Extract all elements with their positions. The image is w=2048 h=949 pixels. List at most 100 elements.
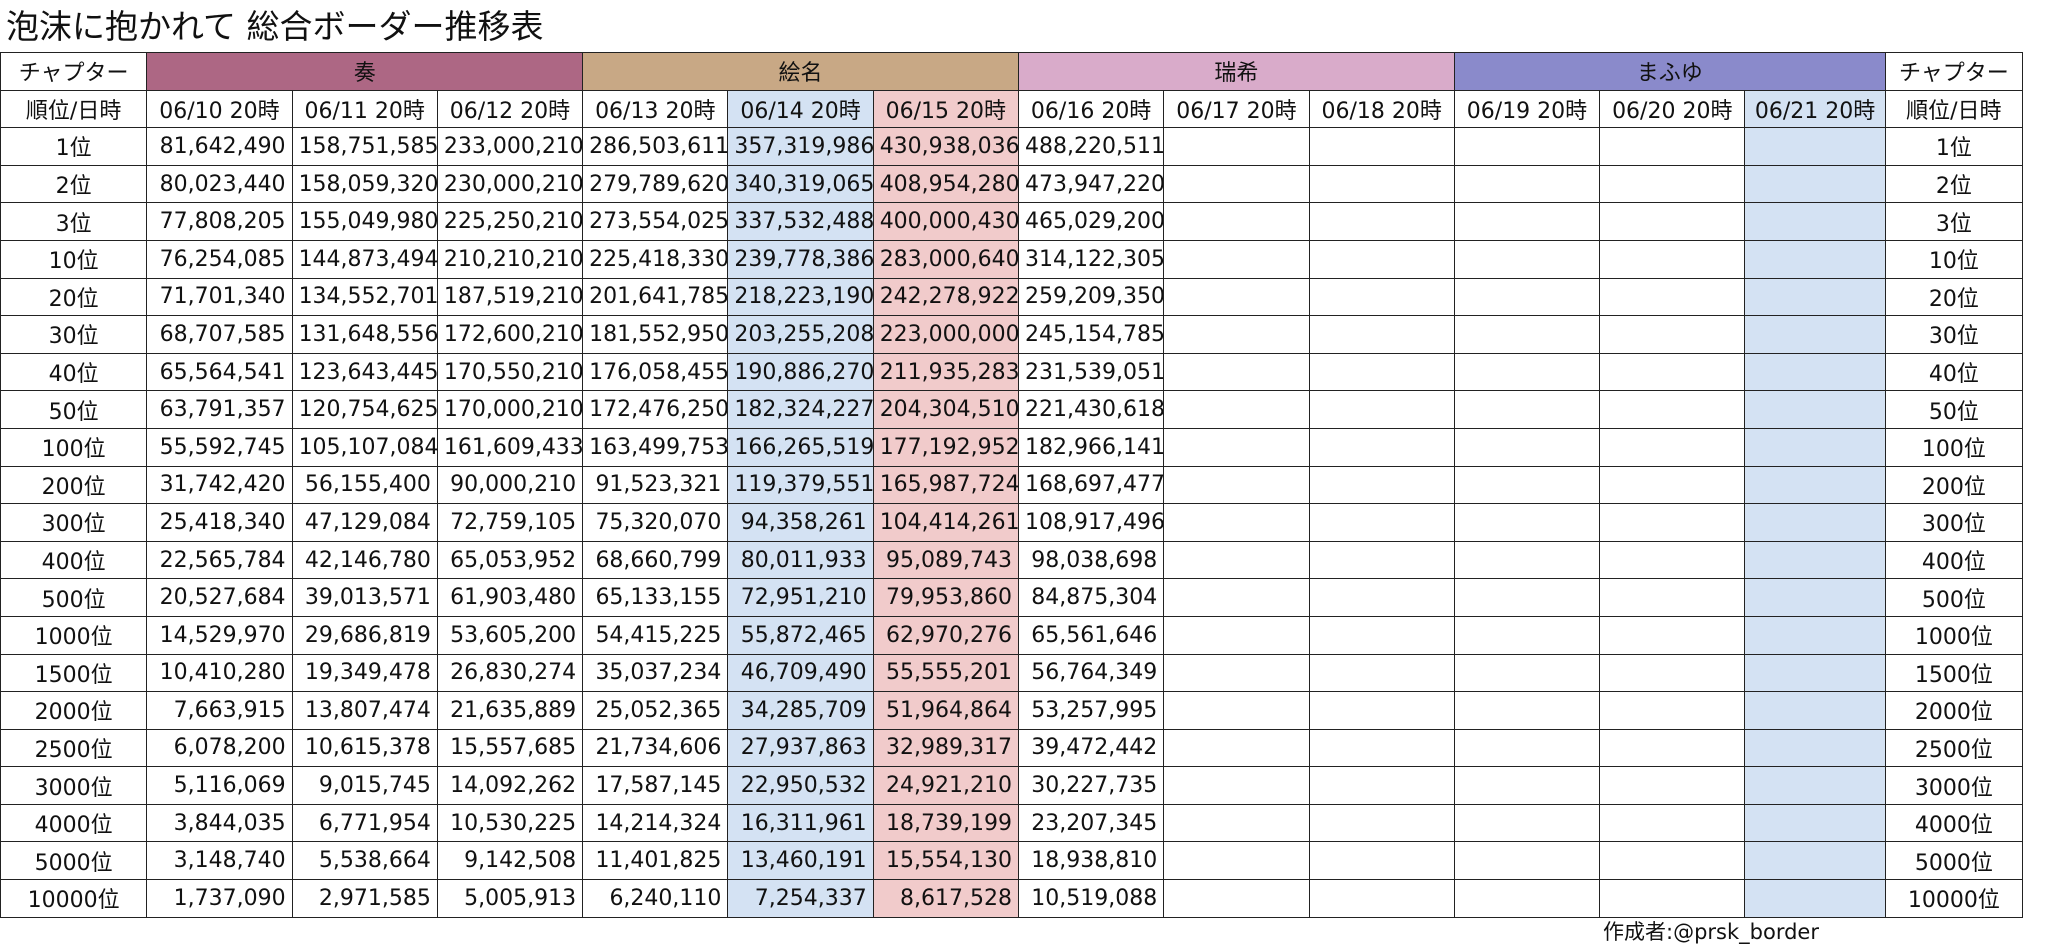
value-cell — [1308, 653, 1455, 693]
value-cell — [1308, 879, 1455, 918]
value-cell — [1163, 239, 1310, 279]
value-cell: 11,401,825 — [582, 841, 729, 881]
value-cell — [1599, 578, 1746, 617]
value-cell: 279,789,620 — [582, 164, 729, 204]
value-cell: 9,015,745 — [291, 766, 438, 805]
value-cell: 182,966,141 — [1017, 427, 1165, 467]
chapter-header-row: チャプター奏絵名 瑞希 まふゆ チャプター — [0, 52, 2024, 91]
table-row: 40位 65,564,541 123,643,445 170,550,210 176,0… — [0, 352, 2024, 392]
author-credit: 作成者:@prsk_border — [1603, 920, 1819, 944]
value-cell: 10,530,225 — [436, 803, 584, 843]
value-cell — [1599, 390, 1746, 429]
value-cell: 91,523,321 — [582, 465, 729, 505]
value-cell — [1744, 728, 1886, 768]
value-cell: 24,921,210 — [872, 766, 1019, 805]
value-cell: 32,989,317 — [872, 728, 1019, 768]
value-cell: 72,951,210 — [727, 578, 874, 617]
value-cell: 242,278,922 — [872, 277, 1019, 317]
value-cell — [1308, 390, 1455, 429]
value-cell — [1308, 277, 1455, 317]
table-row: 4000位 3,844,035 6,771,954 10,530,225 14,214,… — [0, 803, 2024, 843]
value-cell — [1163, 841, 1310, 881]
value-cell — [1308, 728, 1455, 768]
table-row: 300位 25,418,340 47,129,084 72,759,105 75,320… — [0, 503, 2024, 542]
value-cell: 65,133,155 — [582, 578, 729, 617]
rank-cell: 1位 — [0, 127, 148, 166]
value-cell — [1163, 202, 1310, 241]
value-cell: 51,964,864 — [872, 691, 1019, 730]
value-cell: 2,971,585 — [291, 879, 438, 918]
value-cell: 5,538,664 — [291, 841, 438, 881]
value-cell — [1163, 691, 1310, 730]
value-cell — [1308, 427, 1455, 467]
value-cell: 182,324,227 — [727, 390, 874, 429]
value-cell: 53,257,995 — [1017, 691, 1165, 730]
value-cell: 20,527,684 — [146, 578, 293, 617]
rank-cell: 3000位 — [1884, 766, 2024, 805]
value-cell — [1599, 315, 1746, 354]
value-cell — [1308, 803, 1455, 843]
table-row: 2000位 7,663,915 13,807,474 21,635,889 25,052… — [0, 691, 2024, 730]
value-cell — [1163, 578, 1310, 617]
value-cell — [1453, 465, 1601, 505]
value-cell: 55,872,465 — [727, 615, 874, 655]
value-cell — [1744, 427, 1886, 467]
value-cell — [1599, 277, 1746, 317]
value-cell: 18,938,810 — [1017, 841, 1165, 881]
table-row: 2500位 6,078,200 10,615,378 15,557,685 21,734… — [0, 728, 2024, 768]
value-cell: 13,807,474 — [291, 691, 438, 730]
value-cell — [1453, 352, 1601, 392]
value-cell: 5,116,069 — [146, 766, 293, 805]
table-row: 20位 71,701,340 134,552,701 187,519,210 201,6… — [0, 277, 2024, 317]
value-cell: 158,751,585 — [291, 127, 438, 166]
table-row: 200位 31,742,420 56,155,400 90,000,210 91,523… — [0, 465, 2024, 505]
value-cell: 56,764,349 — [1017, 653, 1165, 693]
value-cell — [1453, 427, 1601, 467]
value-cell: 18,739,199 — [872, 803, 1019, 843]
value-cell: 158,059,320 — [291, 164, 438, 204]
value-cell: 22,950,532 — [727, 766, 874, 805]
rank-cell: 1000位 — [0, 615, 148, 655]
rank-cell: 4000位 — [0, 803, 148, 843]
value-cell — [1163, 615, 1310, 655]
value-cell — [1308, 841, 1455, 881]
value-cell — [1453, 277, 1601, 317]
value-cell — [1453, 202, 1601, 241]
value-cell — [1453, 653, 1601, 693]
value-cell: 218,223,190 — [727, 277, 874, 317]
value-cell: 54,415,225 — [582, 615, 729, 655]
value-cell: 56,155,400 — [291, 465, 438, 505]
date-header-row: 順位/日時 06/10 20時 06/11 20時 06/12 20時 06/13 20… — [0, 89, 2024, 129]
value-cell — [1453, 503, 1601, 542]
value-cell: 6,078,200 — [146, 728, 293, 768]
value-cell: 168,697,477 — [1017, 465, 1165, 505]
rank-cell: 2000位 — [0, 691, 148, 730]
value-cell: 75,320,070 — [582, 503, 729, 542]
rank-cell: 20位 — [1884, 277, 2024, 317]
value-cell: 105,107,084 — [291, 427, 438, 467]
value-cell: 17,587,145 — [582, 766, 729, 805]
value-cell — [1744, 540, 1886, 580]
value-cell — [1163, 352, 1310, 392]
value-cell: 286,503,611 — [582, 127, 729, 166]
value-cell — [1744, 503, 1886, 542]
value-cell: 79,953,860 — [872, 578, 1019, 617]
value-cell: 231,539,051 — [1017, 352, 1165, 392]
rank-cell: 40位 — [1884, 352, 2024, 392]
value-cell — [1599, 503, 1746, 542]
value-cell: 61,903,480 — [436, 578, 584, 617]
value-cell — [1308, 615, 1455, 655]
value-cell — [1744, 164, 1886, 204]
value-cell: 55,592,745 — [146, 427, 293, 467]
value-cell — [1453, 803, 1601, 843]
value-cell: 144,873,494 — [291, 239, 438, 279]
rank-date-label: 順位/日時 — [1884, 89, 2024, 129]
rank-cell: 10000位 — [0, 879, 148, 918]
table-row: 1500位 10,410,280 19,349,478 26,830,274 35,03… — [0, 653, 2024, 693]
date-header: 06/17 20時 — [1163, 89, 1310, 129]
rank-cell: 1500位 — [1884, 653, 2024, 693]
rank-cell: 5000位 — [1884, 841, 2024, 881]
table-row: 3000位 5,116,069 9,015,745 14,092,262 17,587,… — [0, 766, 2024, 805]
value-cell — [1163, 465, 1310, 505]
rank-cell: 400位 — [1884, 540, 2024, 580]
